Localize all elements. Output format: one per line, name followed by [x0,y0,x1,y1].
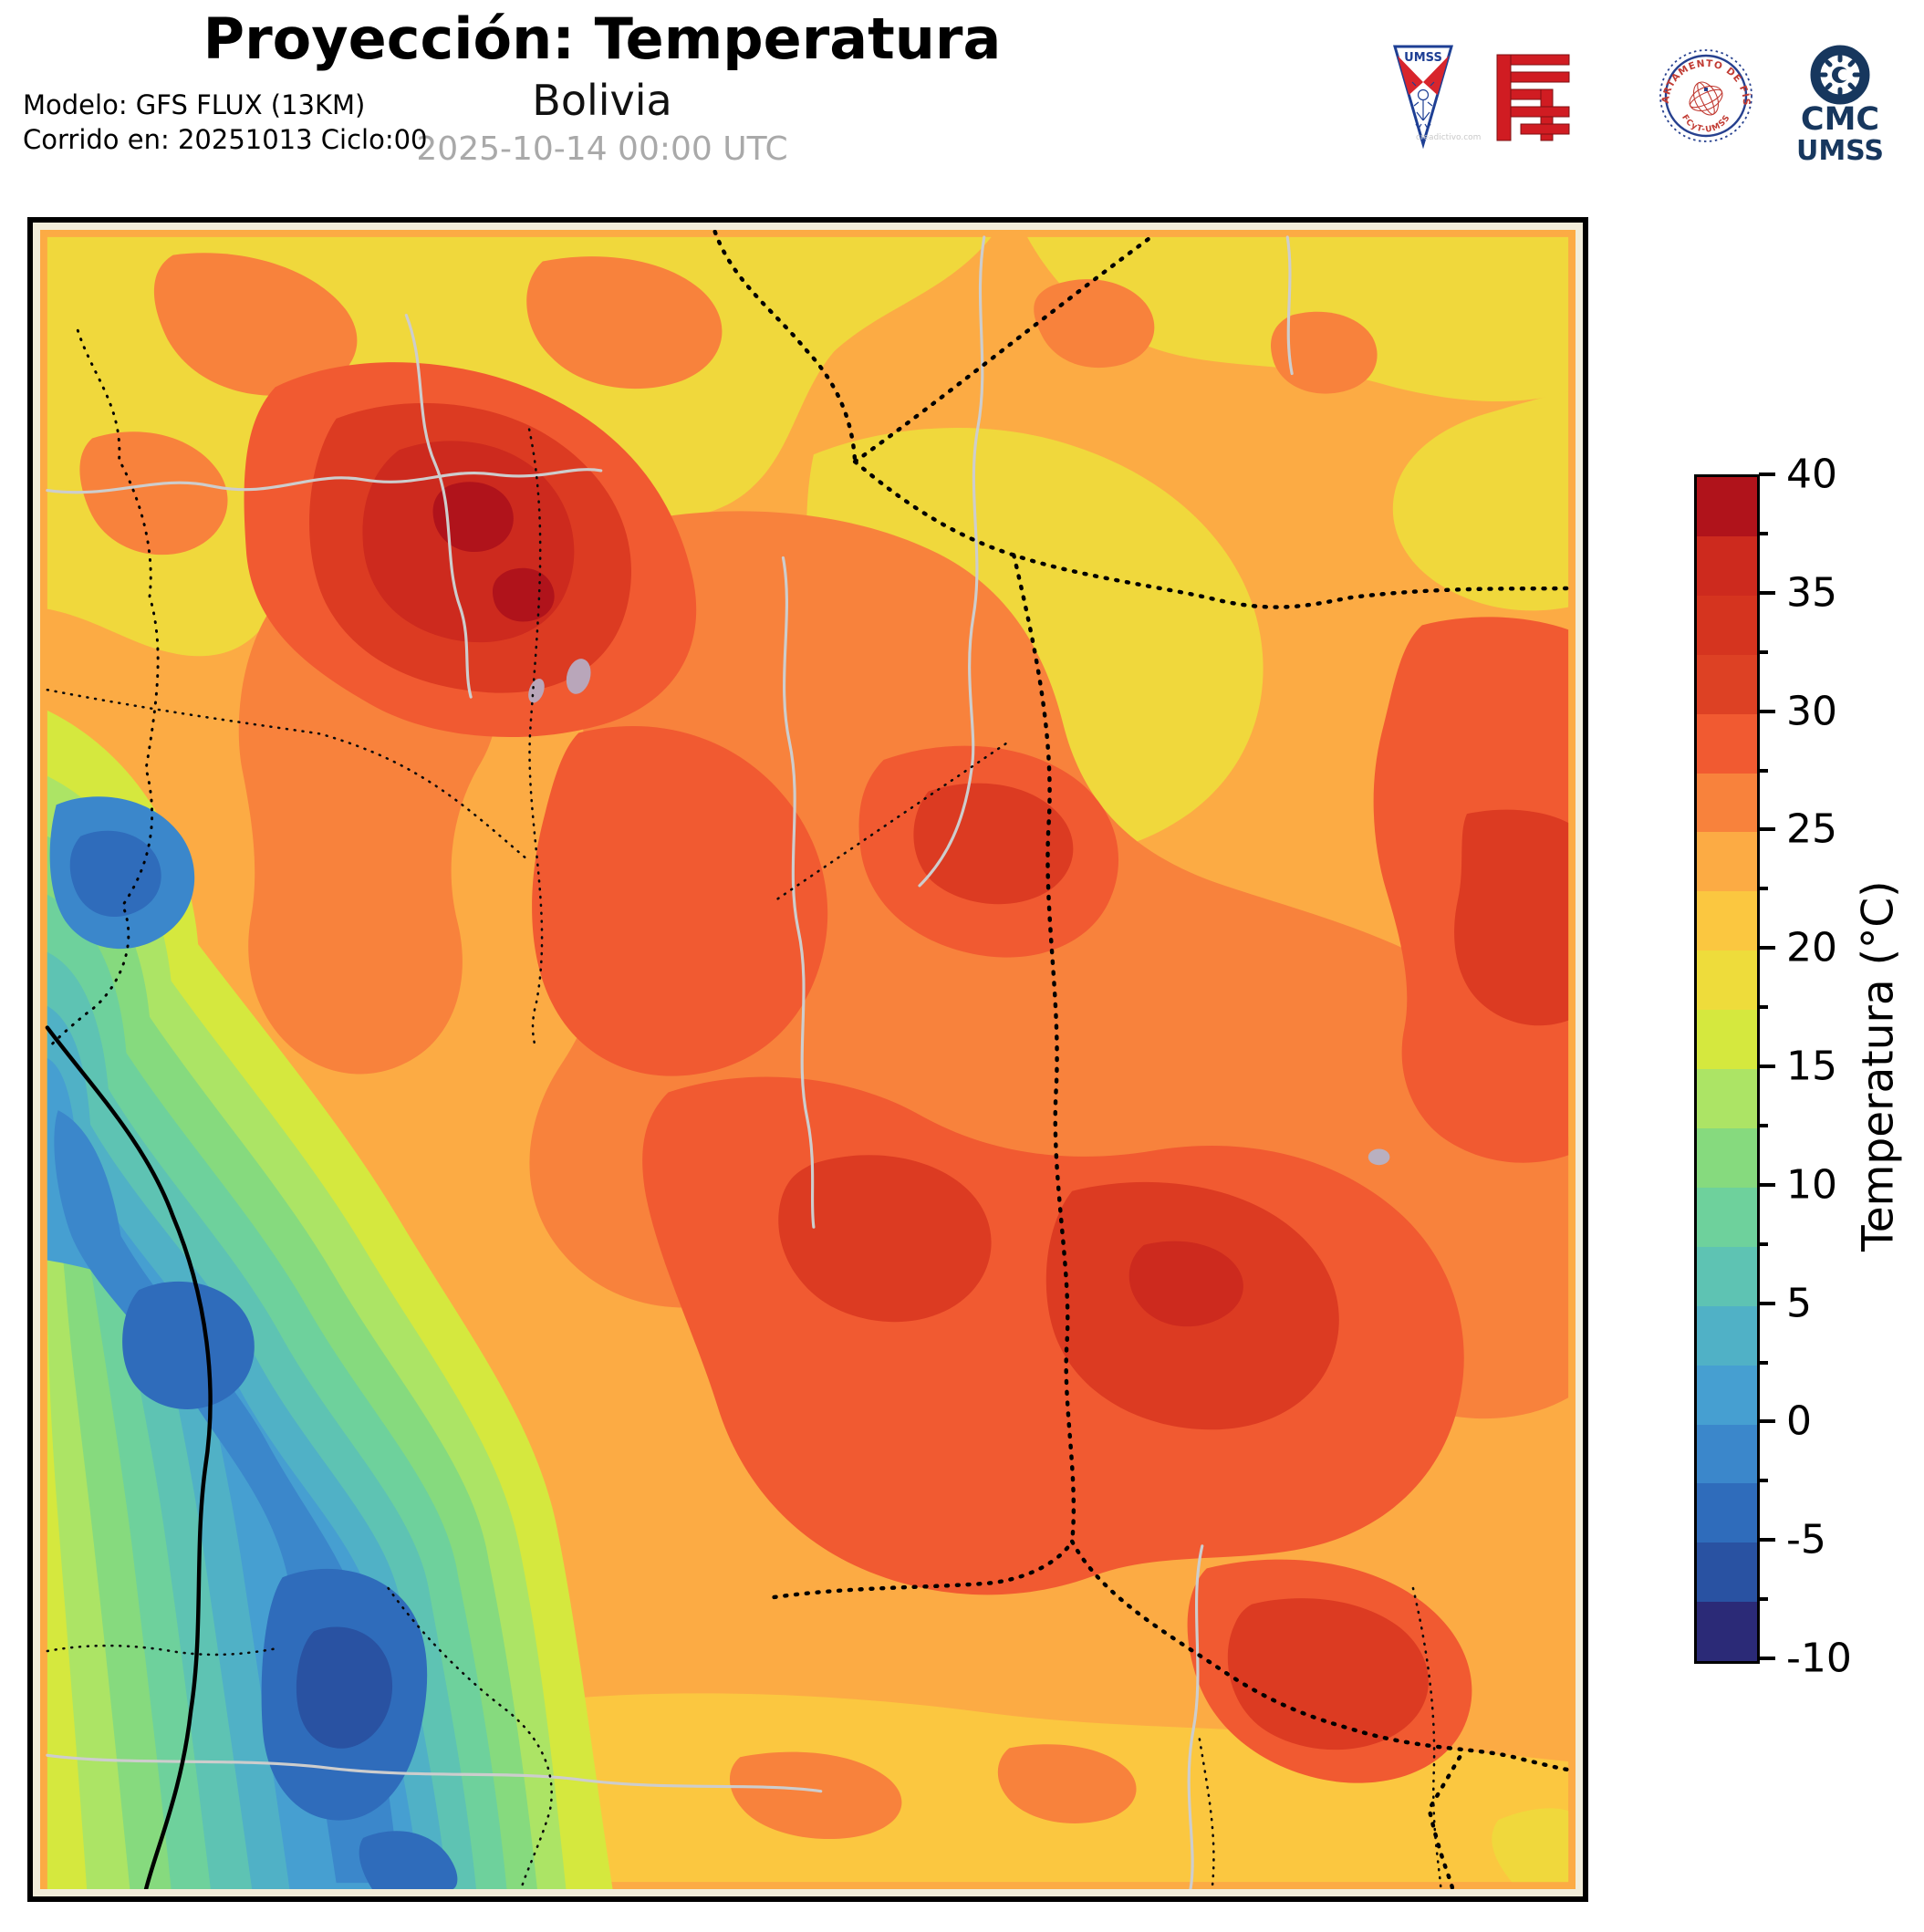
header: Proyección: Temperatura Bolivia 2025-10-… [0,9,1204,168]
colorbar-tick-label: 40 [1786,451,1837,498]
colorbar-segment [1697,1305,1757,1366]
model-run: Corrido en: 20251013 Ciclo:00 [23,124,428,156]
cmc-logo-icon: CMC UMSS [1796,45,1884,167]
page-title: Proyección: Temperatura [203,5,1002,72]
country-border [712,230,1571,1889]
model-info: Modelo: GFS FLUX (13KM) Corrido en: 2025… [23,88,428,158]
colorbar-minor-tick [1759,1005,1768,1010]
colorbar-tick-labels: 40 35 30 25 20 15 10 5 0 -5 -10 [1786,452,1887,1682]
colorbar [1694,474,1760,1664]
colorbar-tick-label: 5 [1786,1280,1812,1327]
cmc-text: CMC [1801,101,1879,138]
colorbar-segment [1697,773,1757,833]
colorbar-tick-label: 35 [1786,569,1837,617]
colorbar-minor-tick [1759,1597,1768,1602]
umss-pennant-text: UMSS [1404,51,1442,65]
colorbar-segment [1697,713,1757,774]
colorbar-tick-label: -5 [1786,1516,1826,1563]
colorbar-tick-label: -10 [1786,1635,1852,1682]
valid-datetime: 2025-10-14 00:00 UTC [416,130,788,169]
colorbar-segment [1697,891,1757,951]
colorbar-tick-label: 0 [1786,1397,1812,1445]
colorbar-segment [1697,1542,1757,1603]
colorbar-major-tick [1759,590,1775,595]
peru-border [46,328,160,1051]
map-frame [27,217,1588,1902]
colorbar-major-tick [1759,1538,1775,1542]
colorbar-ticks [1759,473,1786,1660]
colorbar-segment [1697,1127,1757,1188]
colorbar-major-tick [1759,473,1775,476]
river-lines [46,235,1294,1889]
colorbar-segment [1697,1483,1757,1543]
colorbar-major-tick [1759,1182,1775,1187]
colorbar-major-tick [1759,827,1775,832]
colorbar-tick-label: 25 [1786,805,1837,853]
urban-area-spots [528,659,1390,1166]
colorbar-minor-tick [1759,1360,1768,1365]
colorbar-segment [1697,535,1757,596]
colorbar-segment [1697,1365,1757,1425]
colorbar-segment [1697,1187,1757,1247]
bolivia-temperature-map [40,230,1576,1889]
colorbar-major-tick [1759,1065,1775,1068]
page-subtitle: Bolivia [532,76,672,126]
colorbar-segment [1697,832,1757,892]
colorbar-segment [1697,654,1757,714]
chile-border [45,1025,213,1889]
colorbar-tick-label: 15 [1786,1043,1837,1090]
departamento-fisica-seal: DEPARTAMENTO DE FÍSICA FCyT-UMSS [1652,37,1755,146]
colorbar-minor-tick [1759,649,1768,654]
colorbar-major-tick [1759,1419,1775,1424]
colorbar-tick-label: 20 [1786,924,1837,971]
colorbar-segment [1697,477,1757,536]
department-borders [46,428,1442,1889]
colorbar-segment [1697,1069,1757,1128]
colorbar-minor-tick [1759,1241,1768,1246]
colorbar-major-tick [1759,946,1775,950]
colorbar-minor-tick [1759,1123,1768,1127]
colorbar-major-tick [1759,709,1775,713]
cmc-umss-text: UMSS [1796,135,1884,164]
model-name: Modelo: GFS FLUX (13KM) [23,89,366,120]
fisica-seal-icon: DEPARTAMENTO DE FÍSICA FCyT-UMSS [1652,37,1752,142]
cmc-umss-logo: CMC UMSS [1792,27,1888,167]
colorbar-segment [1697,1424,1757,1484]
colorbar-segment [1697,1246,1757,1306]
umss-pennant-icon: UMSS [1393,45,1453,150]
colorbar-axis-label: Temperatura (°C) [1853,880,1904,1252]
colorbar-minor-tick [1759,768,1768,773]
fcyt-logo-icon [1496,54,1570,141]
colorbar-major-tick [1759,1301,1775,1305]
colorbar-segment [1697,595,1757,655]
pennant-watermark: creadictivo.com [1416,133,1482,142]
colorbar-minor-tick [1759,531,1768,535]
colorbar-tick-label: 10 [1786,1161,1837,1209]
colorbar-minor-tick [1759,1479,1768,1483]
colorbar-minor-tick [1759,887,1768,891]
colorbar-segment [1697,1010,1757,1070]
fcyt-logo [1493,50,1576,147]
umss-pennant-logo: UMSS [1391,44,1455,150]
colorbar-segment [1697,1602,1757,1662]
colorbar-segment [1697,950,1757,1011]
colorbar-tick-label: 30 [1786,688,1837,735]
colorbar-major-tick [1759,1657,1775,1660]
